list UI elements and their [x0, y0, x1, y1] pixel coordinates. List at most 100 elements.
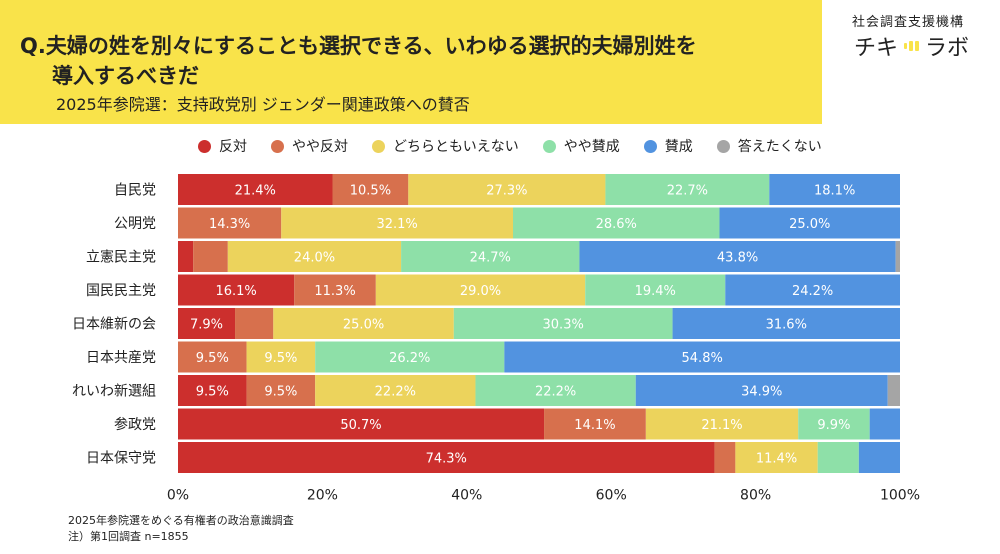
- legend-item: やや賛成: [542, 136, 620, 156]
- bar-segment: [887, 375, 900, 406]
- footnote-sample: 注）第1回調査 n=1855: [68, 530, 189, 543]
- bar-segment: [475, 375, 636, 406]
- question-line1: Q.夫婦の姓を別々にすることも選択できる、いわゆる選択的夫婦別姓を: [20, 34, 697, 58]
- bar-segment: [735, 442, 818, 473]
- bar-segment: [645, 408, 799, 440]
- x-tick-label: 20%: [307, 488, 338, 504]
- bar-segment: [769, 174, 900, 205]
- bar-segment: [725, 274, 900, 306]
- bar-segment: [315, 375, 476, 406]
- bar-segment: [544, 408, 646, 440]
- data-label: 22.2%: [375, 385, 416, 400]
- brand-logo: チキ ラボ: [854, 30, 969, 62]
- brand-name-left: チキ: [854, 36, 899, 61]
- bar-segment: [408, 174, 606, 205]
- question-line2: 導入するべきだ: [52, 64, 199, 88]
- bar-segment: [635, 375, 888, 406]
- data-label: 25.0%: [343, 318, 384, 333]
- data-label: 9.9%: [817, 418, 850, 433]
- bar-segment: [798, 408, 870, 440]
- bar-segment: [672, 308, 900, 339]
- data-label: 27.3%: [486, 184, 527, 199]
- bar-segment: [178, 308, 236, 339]
- bar-segment: [714, 442, 736, 473]
- bar-segment: [246, 341, 316, 373]
- bar-segment: [294, 274, 376, 306]
- brand-mark-icon: [904, 41, 920, 51]
- bar-segment: [858, 442, 900, 473]
- bar-segment: [719, 207, 900, 239]
- category-label: 日本共産党: [86, 350, 156, 366]
- data-label: 9.5%: [264, 351, 297, 366]
- data-label: 24.0%: [294, 251, 335, 266]
- data-label: 16.1%: [215, 284, 256, 299]
- bar-segment: [453, 308, 673, 339]
- legend-swatch: [372, 139, 385, 153]
- bar-segment: [585, 274, 726, 306]
- legend-swatch: [198, 139, 211, 153]
- bar-segment: [869, 408, 900, 440]
- data-label: 14.1%: [574, 418, 615, 433]
- bar-segment: [178, 408, 545, 440]
- x-tick-label: 60%: [596, 488, 627, 504]
- data-label: 18.1%: [814, 184, 855, 199]
- bar-segment: [579, 241, 896, 272]
- legend-swatch: [271, 139, 284, 153]
- category-label: 公明党: [114, 216, 156, 232]
- legend-swatch: [716, 139, 730, 153]
- brand-tagline: 社会調査支援機構: [852, 15, 965, 30]
- legend-item: 反対: [198, 136, 247, 156]
- footnote-survey: 2025年参院選をめぐる有権者の政治意識調査: [68, 514, 294, 527]
- data-label: 28.6%: [596, 217, 637, 232]
- bar-segment: [178, 341, 247, 373]
- legend-item: やや反対: [271, 136, 348, 156]
- legend-label: やや賛成: [563, 139, 620, 155]
- bar-segment: [513, 207, 720, 239]
- bar-segment: [178, 174, 333, 205]
- bar-segment: [332, 174, 409, 205]
- legend-swatch: [643, 139, 657, 153]
- category-label: 参政党: [114, 416, 156, 433]
- data-label: 25.0%: [789, 217, 830, 232]
- bar-segment: [178, 241, 194, 272]
- legend-label: やや反対: [292, 139, 348, 155]
- legend-label: 反対: [219, 139, 247, 155]
- data-label: 19.4%: [635, 284, 676, 299]
- bar-segment: [178, 274, 295, 306]
- brand-name-right: ラボ: [925, 36, 970, 61]
- data-label: 30.3%: [543, 318, 584, 333]
- data-label: 11.3%: [314, 284, 355, 299]
- title-banner: Q.夫婦の姓を別々にすることも選択できる、いわゆる選択的夫婦別姓を 導入するべき…: [0, 0, 822, 124]
- x-tick-label: 100%: [880, 488, 920, 504]
- data-label: 21.4%: [235, 184, 276, 199]
- data-label: 10.5%: [350, 184, 391, 199]
- bar-segment: [605, 174, 770, 205]
- data-label: 32.1%: [376, 217, 417, 232]
- bar-segment: [246, 375, 316, 406]
- data-label: 29.0%: [460, 284, 501, 299]
- x-tick-label: 80%: [740, 488, 771, 504]
- bar-segment: [178, 207, 282, 239]
- legend-label: どちらともいえない: [393, 139, 519, 155]
- legend-item: 答えたくない: [716, 136, 822, 156]
- bar-segment: [401, 241, 580, 272]
- data-label: 9.5%: [196, 385, 229, 400]
- bar-segment: [281, 207, 514, 239]
- bar-segment: [315, 341, 505, 373]
- category-label: 日本維新の会: [72, 317, 156, 333]
- bar-segment: [193, 241, 228, 272]
- legend-swatch: [542, 139, 556, 153]
- legend-label: 答えたくない: [737, 139, 822, 155]
- data-label: 22.7%: [667, 184, 708, 199]
- data-label: 11.4%: [756, 452, 797, 467]
- bar-segment: [817, 442, 859, 473]
- x-tick-label: 0%: [167, 488, 189, 504]
- chart-legend: 反対 やや反対 どちらともいえない やや賛成 賛成 答えたくない: [0, 134, 1000, 158]
- legend-item: どちらともいえない: [372, 136, 519, 156]
- data-label: 43.8%: [717, 251, 758, 266]
- data-label: 9.5%: [264, 385, 297, 400]
- data-label: 24.2%: [792, 284, 833, 299]
- data-label: 24.7%: [470, 251, 511, 266]
- data-label: 31.6%: [766, 318, 807, 333]
- data-label: 50.7%: [340, 418, 381, 433]
